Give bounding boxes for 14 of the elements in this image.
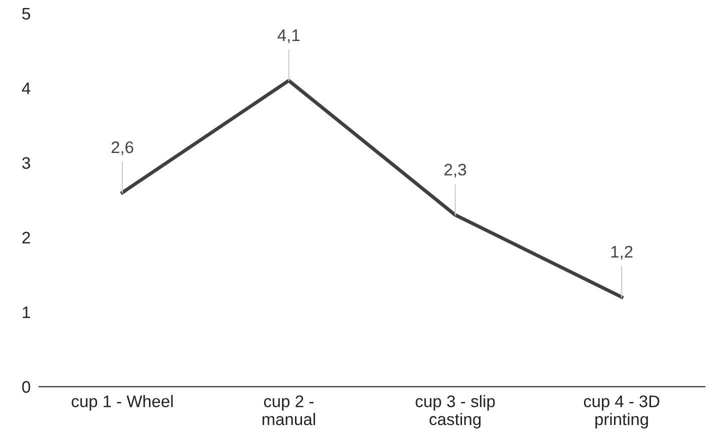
data-label: 2,6 bbox=[112, 141, 134, 156]
x-tick-label: cup 1 - Wheel bbox=[72, 394, 173, 411]
y-tick-label: 3 bbox=[22, 157, 30, 169]
x-tick-label: cup 2 - manual bbox=[262, 395, 316, 426]
data-label: 4,1 bbox=[278, 30, 300, 44]
y-tick-label: 4 bbox=[22, 82, 30, 94]
data-label: 1,2 bbox=[611, 246, 632, 260]
y-tick-label: 5 bbox=[22, 8, 30, 20]
data-label: 2,3 bbox=[444, 164, 466, 178]
y-tick-label: 1 bbox=[22, 306, 30, 318]
y-tick-label: 0 bbox=[22, 381, 30, 393]
y-tick-label: 2 bbox=[22, 232, 30, 244]
x-tick-label: cup 4 - 3D printing bbox=[584, 395, 660, 428]
x-tick-label: cup 3 - slip casting bbox=[416, 394, 495, 428]
